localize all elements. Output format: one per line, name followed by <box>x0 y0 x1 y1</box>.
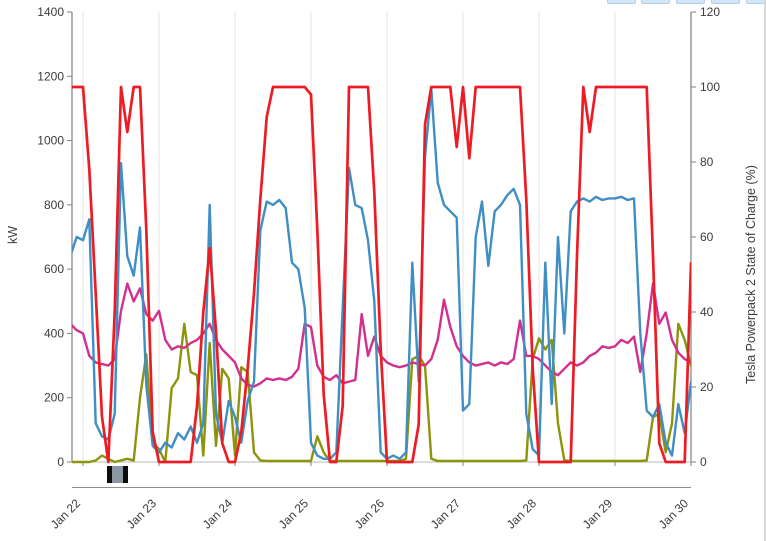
series-line-olive <box>72 322 691 464</box>
left-tick-label: 1000 <box>37 134 64 148</box>
x-tick-label: Jan 25 <box>276 496 312 532</box>
right-tick-label: 20 <box>700 380 714 394</box>
right-axis-title: Tesla Powerpack 2 State of Charge (%) <box>744 165 758 385</box>
scrollbar-track <box>72 487 691 488</box>
x-tick-label: Jan 23 <box>124 496 160 532</box>
x-tick-label: Jan 29 <box>580 496 616 532</box>
toolbar-button-cutoff-1[interactable] <box>607 0 636 4</box>
series-line-blue <box>72 87 691 460</box>
right-tick-label: 40 <box>700 305 714 319</box>
left-axis-ticks: 0 200 400 600 800 1000 1200 1400 <box>37 5 72 469</box>
x-tick-label: Jan 22 <box>48 496 84 532</box>
toolbar-button-cutoff-4[interactable] <box>711 0 740 4</box>
left-tick-label: 200 <box>44 391 64 405</box>
toolbar-button-cutoff-5[interactable] <box>746 0 766 4</box>
x-tick-label: Jan 26 <box>352 496 388 532</box>
window-border <box>764 0 766 541</box>
series-lines <box>72 85 691 464</box>
left-tick-label: 800 <box>44 198 64 212</box>
x-axis-labels: Jan 22 Jan 23 Jan 24 Jan 25 Jan 26 Jan 27 Jan … <box>48 462 692 532</box>
left-tick-label: 1200 <box>37 69 64 83</box>
day-gridlines <box>82 12 692 462</box>
left-tick-label: 600 <box>44 262 64 276</box>
x-tick-label: Jan 30 <box>656 496 692 532</box>
right-axis-ticks: 0 20 40 60 80 100 120 <box>691 5 720 469</box>
series-line-red-state-of-charge <box>72 85 691 464</box>
left-tick-label: 1400 <box>37 5 64 19</box>
right-tick-label: 120 <box>700 5 720 19</box>
range-slider-thumb[interactable] <box>107 466 128 483</box>
axes <box>71 12 692 463</box>
toolbar-button-cutoff-2[interactable] <box>641 0 670 4</box>
right-tick-label: 100 <box>700 80 720 94</box>
x-tick-label: Jan 27 <box>428 496 464 532</box>
right-tick-label: 60 <box>700 230 714 244</box>
x-tick-label: Jan 28 <box>504 496 540 532</box>
left-tick-label: 0 <box>57 455 64 469</box>
left-tick-label: 400 <box>44 326 64 340</box>
right-tick-label: 80 <box>700 155 714 169</box>
x-tick-label: Jan 24 <box>200 496 236 532</box>
toolbar-button-cutoff-3[interactable] <box>676 0 705 4</box>
right-tick-label: 0 <box>700 455 707 469</box>
left-axis-title: kW <box>6 225 20 245</box>
